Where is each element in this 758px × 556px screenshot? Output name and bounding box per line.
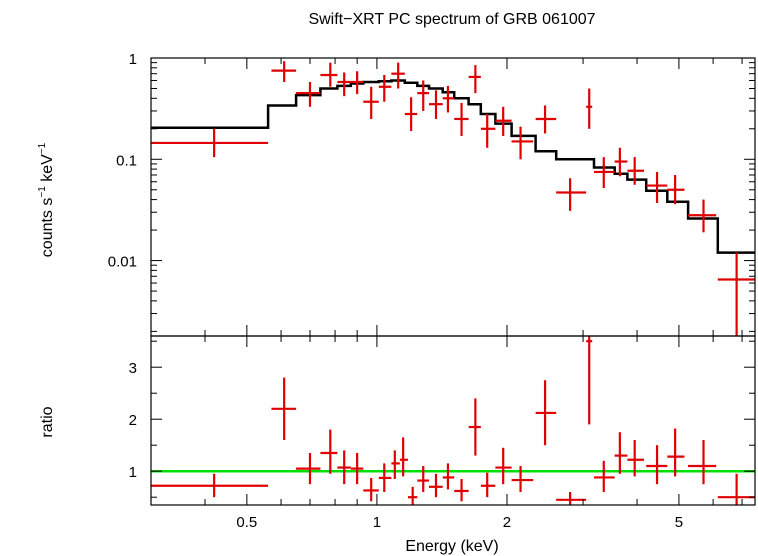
spectrum-data-point <box>667 174 685 205</box>
spectrum-y-tick-label: 1 <box>129 51 137 68</box>
ratio-data-point <box>556 492 587 505</box>
ratio-data-point <box>363 477 379 502</box>
ratio-data-point <box>320 429 338 474</box>
x-tick-label: 2 <box>503 514 511 531</box>
ratio-data-point <box>399 437 408 477</box>
spectrum-data-point <box>363 86 379 119</box>
chart-title: Swift−XRT PC spectrum of GRB 061007 <box>308 11 595 28</box>
ratio-data-point <box>429 473 443 498</box>
ratio-data-point <box>468 398 481 456</box>
ratio-data-point <box>495 447 512 485</box>
ratio-data-point <box>627 440 644 477</box>
y-label-sup1: −1 <box>37 186 48 198</box>
ratio-data-point <box>717 473 755 505</box>
spectrum-data-point <box>556 178 587 211</box>
spectrum-y-tick-label: 0.1 <box>116 152 137 169</box>
spectrum-data-point <box>337 72 351 97</box>
ratio-data-point <box>688 440 717 485</box>
spectrum-data-point <box>296 81 321 107</box>
y-label-mid: keV <box>39 154 56 186</box>
spectrum-data-point <box>404 97 418 132</box>
ratio-data-point <box>593 460 615 492</box>
spectrum-data-point <box>495 106 512 136</box>
ratio-panel: 1 2 3 0.5 1 2 5 <box>129 335 756 531</box>
ratio-data-point <box>480 472 496 498</box>
ratio-data-point <box>337 450 351 485</box>
ratio-data-point <box>646 445 668 485</box>
ratio-y-tick-label: 2 <box>129 412 137 429</box>
ratio-data-point <box>442 463 455 490</box>
spectrum-data-point <box>417 80 430 111</box>
ratio-frame <box>150 335 756 506</box>
y-label-sup2: −1 <box>37 142 48 154</box>
spectrum-data-point <box>593 157 615 189</box>
ratio-data-point <box>391 450 400 479</box>
spectrum-y-axis-label: counts s−1 keV−1 <box>37 142 56 257</box>
ratio-data-point <box>454 479 469 502</box>
ratio-data-point <box>511 466 534 492</box>
x-axis-label: Energy (keV) <box>405 538 498 555</box>
spectrum-data-point <box>688 199 717 233</box>
spectrum-data-point <box>391 62 405 89</box>
spectrum-data-point <box>511 126 534 160</box>
spectrum-data-point <box>646 171 668 204</box>
spectrum-data-point <box>627 157 644 185</box>
spectrum-data-point <box>586 88 593 129</box>
spectrum-data-point <box>429 90 443 119</box>
ratio-data-point <box>378 463 392 492</box>
x-tick-label: 5 <box>675 514 683 531</box>
ratio-data-point <box>296 453 321 485</box>
spectrum-model-line <box>151 79 755 254</box>
ratio-data-point <box>667 428 685 477</box>
ratio-y-axis-label: ratio <box>39 406 56 437</box>
x-tick-label: 1 <box>373 514 381 531</box>
spectrum-data-point <box>320 62 338 87</box>
spectrum-data-point <box>151 128 269 158</box>
spectrum-data-point <box>350 71 364 95</box>
spectrum-data-point <box>717 252 755 336</box>
ratio-y-tick-label: 3 <box>129 360 137 377</box>
ratio-data-point <box>417 466 430 492</box>
ratio-y-tick-label: 1 <box>129 464 137 481</box>
spectrum-data-point <box>468 65 481 94</box>
ratio-data-point <box>271 377 297 440</box>
ratio-data-point <box>535 380 557 446</box>
ratio-data-point <box>586 336 593 425</box>
spectrum-data-point <box>480 113 496 148</box>
spectrum-data-point <box>454 102 469 136</box>
spectrum-frame <box>150 57 756 337</box>
x-tick-label: 0.5 <box>236 514 257 531</box>
ratio-data-point <box>407 486 418 505</box>
ratio-data-point <box>614 432 628 474</box>
ratio-data-point <box>151 473 269 498</box>
spectrum-y-tick-label: 0.01 <box>108 254 137 271</box>
spectrum-data-point <box>442 85 455 113</box>
spectrum-panel: 1 0.1 0.01 <box>108 51 756 337</box>
y-label-main: counts s <box>39 198 56 258</box>
spectrum-data-point <box>614 147 628 177</box>
spectrum-data-point <box>378 74 392 102</box>
ratio-data-point <box>350 453 364 485</box>
spectrum-data-point <box>271 61 297 82</box>
spectrum-data-point <box>535 105 557 134</box>
